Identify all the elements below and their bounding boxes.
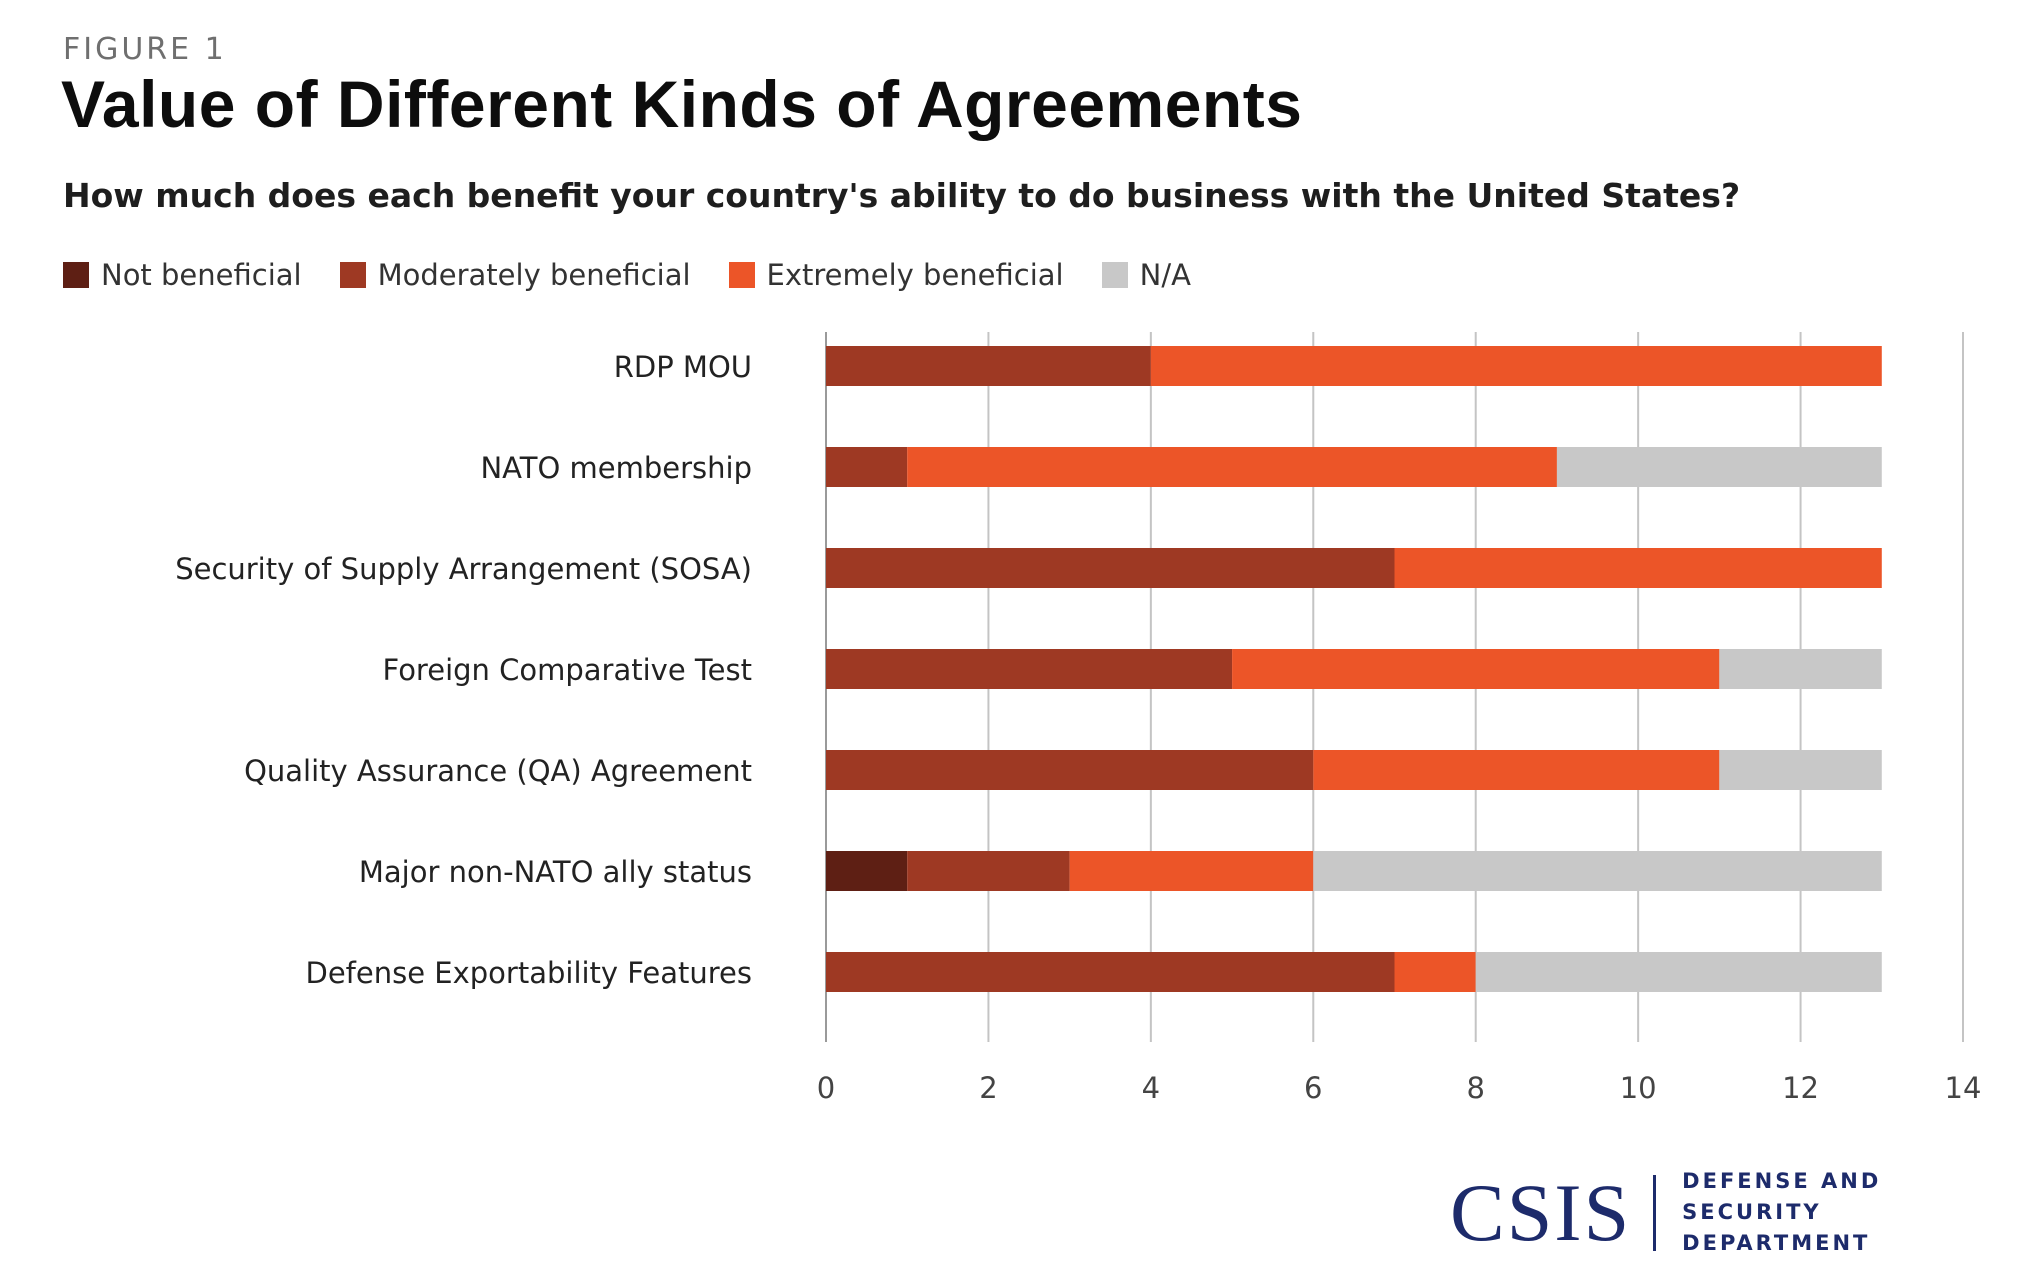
bar-segment xyxy=(1475,952,1882,992)
legend-label: Moderately beneficial xyxy=(377,258,691,292)
bar-segment xyxy=(1069,851,1314,891)
bar-segment xyxy=(1719,750,1882,790)
bar-segment xyxy=(826,649,1233,689)
stacked-bar-chart: RDP MOU NATO membership Security of Supply… xyxy=(175,332,1982,1105)
legend-label: Extremely beneficial xyxy=(766,258,1064,292)
figure-label: FIGURE 1 xyxy=(63,32,227,67)
bar-segment xyxy=(1719,649,1882,689)
legend-swatch xyxy=(63,262,89,288)
chart-legend: Not beneficial Moderately beneficial Ext… xyxy=(63,258,1229,292)
x-tick-label: 2 xyxy=(979,1071,997,1105)
bar-segment xyxy=(1394,548,1882,588)
chart-title: Value of Different Kinds of Agreements xyxy=(61,67,1303,141)
bar-segment xyxy=(826,952,1395,992)
footer-branding: CSIS DEFENSE AND SECURITY DEPARTMENT xyxy=(1450,1166,2025,1259)
category-label: Defense Exportability Features xyxy=(306,956,753,990)
legend-label: Not beneficial xyxy=(101,258,302,292)
category-label: Security of Supply Arrangement (SOSA) xyxy=(175,552,752,586)
bar-segment xyxy=(1556,447,1882,487)
bar-segment xyxy=(826,548,1395,588)
category-label: RDP MOU xyxy=(614,350,752,384)
bar-segment xyxy=(826,851,908,891)
x-tick-label: 6 xyxy=(1304,1071,1322,1105)
x-axis-ticks: 0 2 4 6 8 10 12 14 xyxy=(817,1071,1982,1105)
category-label: Major non-NATO ally status xyxy=(359,855,752,889)
x-tick-label: 8 xyxy=(1466,1071,1484,1105)
category-label: Quality Assurance (QA) Agreement xyxy=(244,754,752,788)
legend-label: N/A xyxy=(1139,258,1191,292)
x-tick-label: 14 xyxy=(1945,1071,1982,1105)
department-line-2: DEPARTMENT xyxy=(1682,1231,1871,1255)
legend-item-extremely-beneficial: Extremely beneficial xyxy=(728,258,1064,292)
x-tick-label: 0 xyxy=(817,1071,835,1105)
bar-segment xyxy=(1313,851,1882,891)
legend-item-moderately-beneficial: Moderately beneficial xyxy=(339,258,691,292)
bar-segment xyxy=(1232,649,1720,689)
bar-segment xyxy=(907,447,1557,487)
category-labels: RDP MOU NATO membership Security of Supply… xyxy=(175,350,752,990)
bar-segment xyxy=(826,750,1314,790)
x-tick-label: 4 xyxy=(1142,1071,1160,1105)
legend-item-not-beneficial: Not beneficial xyxy=(63,258,302,292)
x-tick-label: 12 xyxy=(1782,1071,1819,1105)
bar-segment xyxy=(1313,750,1720,790)
legend-swatch xyxy=(1101,262,1128,288)
bar-segment xyxy=(1150,346,1882,386)
chart-subtitle: How much does each benefit your country'… xyxy=(63,176,1741,215)
legend-swatch xyxy=(339,262,366,288)
bar-segment xyxy=(826,447,908,487)
x-tick-label: 10 xyxy=(1620,1071,1657,1105)
bars xyxy=(826,346,1882,992)
legend-item-na: N/A xyxy=(1101,258,1191,292)
category-label: NATO membership xyxy=(480,451,752,485)
department-name: DEFENSE AND SECURITY DEPARTMENT xyxy=(1682,1166,2025,1259)
department-line-1: DEFENSE AND SECURITY xyxy=(1682,1169,1882,1224)
bar-segment xyxy=(907,851,1070,891)
csis-logo: CSIS xyxy=(1450,1166,1632,1258)
bar-segment xyxy=(1394,952,1476,992)
legend-swatch xyxy=(728,262,755,288)
footer-divider xyxy=(1653,1174,1657,1251)
bar-segment xyxy=(826,346,1151,386)
category-label: Foreign Comparative Test xyxy=(383,653,752,687)
